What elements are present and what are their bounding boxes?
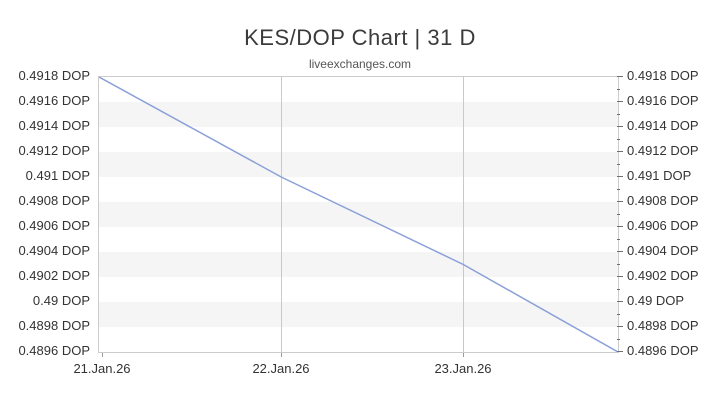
y-axis-major-tick [617,226,623,227]
chart-title: KES/DOP Chart | 31 D [244,25,476,50]
y-axis-label-right: 0.4914 DOP [627,118,699,133]
plot-area[interactable] [98,76,619,353]
y-axis-label-right: 0.4898 DOP [627,318,699,333]
y-axis-major-tick [617,126,623,127]
y-axis-minor-tick [617,238,620,240]
y-axis-minor-tick [617,163,620,165]
y-axis-major-tick [617,151,623,152]
x-axis-tick [463,353,464,357]
y-axis-label-right: 0.49 DOP [627,293,685,308]
y-axis-minor-tick [617,113,620,115]
y-axis-label-left: 0.4904 DOP [18,243,90,258]
y-axis-major-tick [617,301,623,302]
y-axis-label-right: 0.4902 DOP [627,268,699,283]
y-axis-label-right: 0.4918 DOP [627,68,699,83]
x-axis-label: 21.Jan.26 [73,361,131,376]
y-axis-minor-tick [617,88,620,90]
y-axis-major-tick [617,176,623,177]
x-axis-label: 22.Jan.26 [252,361,310,376]
y-axis-label-right: 0.4904 DOP [627,243,699,258]
y-axis-label-left: 0.4908 DOP [18,193,90,208]
y-axis-major-tick [617,201,623,202]
vertical-gridline [281,77,282,352]
y-axis-minor-tick [617,288,620,290]
y-axis-major-tick [617,276,623,277]
y-axis-major-tick [617,251,623,252]
y-axis-label-right: 0.4906 DOP [627,218,699,233]
y-axis-label-left: 0.4916 DOP [18,93,90,108]
x-axis-tick [102,353,103,357]
y-axis-minor-tick [617,313,620,315]
y-axis-major-tick [617,76,623,77]
y-axis-minor-tick [617,213,620,215]
y-axis-label-left: 0.4918 DOP [18,68,90,83]
x-axis-label: 23.Jan.26 [434,361,492,376]
y-axis-label-right: 0.4896 DOP [627,343,699,358]
y-axis-label-left: 0.4896 DOP [18,343,90,358]
y-axis-label-right: 0.4916 DOP [627,93,699,108]
y-axis-label-left: 0.491 DOP [25,168,90,183]
grid-band [99,302,618,327]
chart-subtitle: liveexchanges.com [308,57,412,71]
y-axis-label-left: 0.4898 DOP [18,318,90,333]
y-axis-label-left: 0.49 DOP [32,293,90,308]
y-axis-label-left: 0.4902 DOP [18,268,90,283]
y-axis-minor-tick [617,338,620,340]
vertical-gridline [463,77,464,352]
grid-band [99,152,618,177]
y-axis-label-right: 0.4908 DOP [627,193,699,208]
grid-band [99,252,618,277]
y-axis-minor-tick [617,188,620,190]
grid-band [99,102,618,127]
y-axis-label-right: 0.491 DOP [627,168,692,183]
y-axis-major-tick [617,351,623,352]
y-axis-minor-tick [617,138,620,140]
y-axis-label-left: 0.4912 DOP [18,143,90,158]
y-axis-major-tick [617,326,623,327]
y-axis-major-tick [617,101,623,102]
exchange-rate-line[interactable] [99,77,618,352]
x-axis-tick [281,353,282,357]
y-axis-label-left: 0.4914 DOP [18,118,90,133]
y-axis-label-right: 0.4912 DOP [627,143,699,158]
y-axis-label-left: 0.4906 DOP [18,218,90,233]
y-axis-minor-tick [617,263,620,265]
